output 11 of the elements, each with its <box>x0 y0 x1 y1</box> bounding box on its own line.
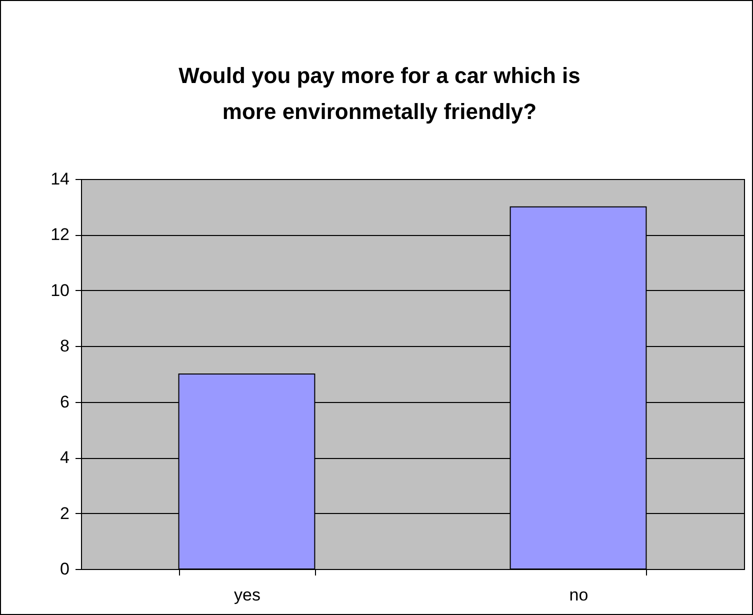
y-tick-label: 0 <box>60 560 70 578</box>
y-tick-label: 2 <box>60 504 70 523</box>
y-tick-label: 14 <box>50 170 70 188</box>
x-tick-label: no <box>569 586 588 604</box>
x-tick-label: yes <box>234 586 260 604</box>
y-tick-label: 10 <box>50 280 70 300</box>
y-tick-label: 8 <box>60 336 70 356</box>
y-tick-label: 4 <box>60 448 70 468</box>
y-tick-label: 6 <box>60 392 70 412</box>
y-tick-label: 12 <box>50 225 70 244</box>
chart-title: Would you pay more for a car which is more environmetally friendly? <box>178 63 580 124</box>
